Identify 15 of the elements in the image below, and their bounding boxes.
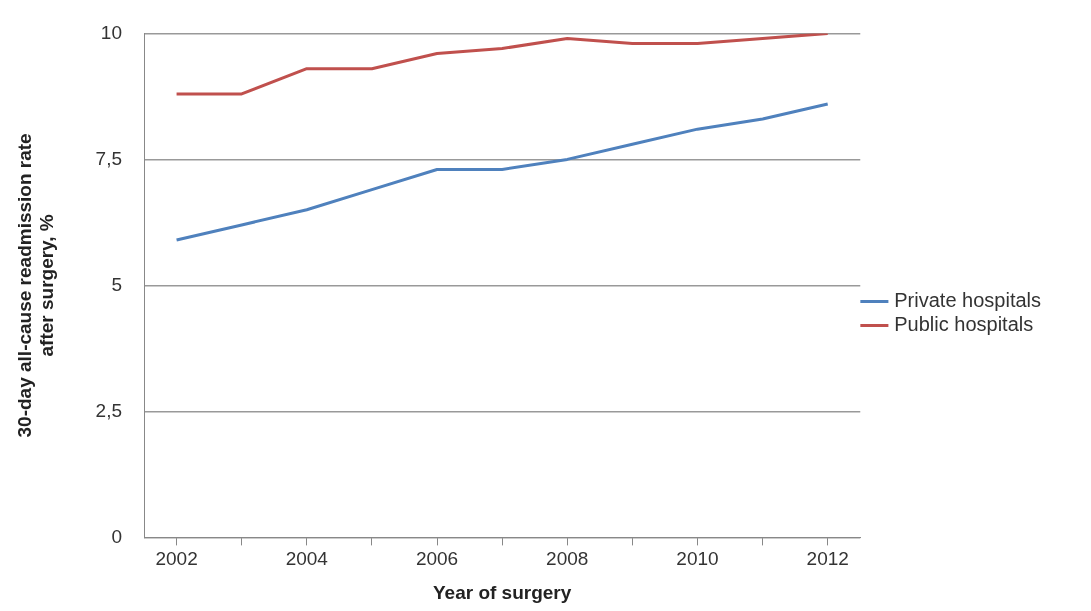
- legend-label: Public hospitals: [894, 313, 1034, 336]
- legend-label: Private hospitals: [894, 289, 1042, 312]
- x-tick-label: 2008: [546, 548, 589, 570]
- x-axis-title: Year of surgery: [432, 581, 572, 603]
- y-tick-label: 5: [111, 273, 123, 295]
- y-tick-label: 10: [100, 21, 123, 43]
- x-tick-label: 2010: [676, 548, 719, 570]
- x-tick-label: 2004: [285, 548, 329, 570]
- x-tick-label: 2012: [806, 548, 849, 570]
- x-tick-label: 2002: [155, 548, 198, 570]
- y-tick-label: 2,5: [95, 399, 123, 421]
- y-tick-label: 0: [111, 525, 123, 547]
- x-tick-label: 2006: [415, 548, 459, 570]
- y-tick-label: 7,5: [95, 147, 123, 169]
- y-axis-title: 30-day all-cause readmission rate after surgery, %: [13, 133, 58, 438]
